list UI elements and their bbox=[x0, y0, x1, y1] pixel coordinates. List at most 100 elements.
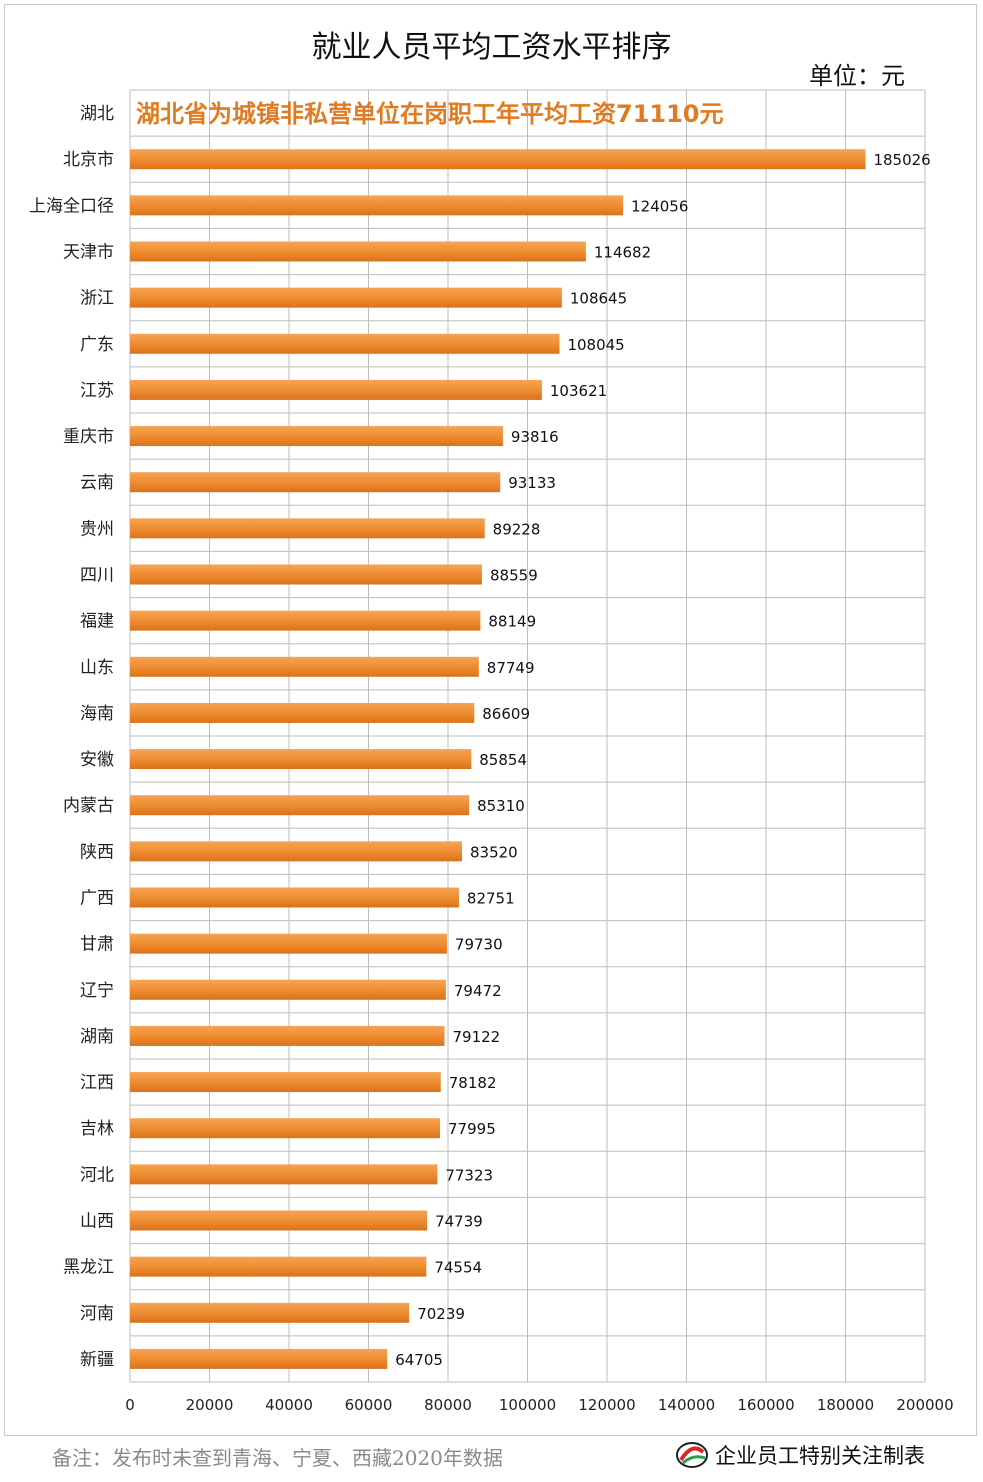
category-label: 新疆 bbox=[80, 1350, 114, 1370]
bar bbox=[130, 1164, 438, 1185]
category-label: 江西 bbox=[80, 1073, 114, 1093]
category-label: 湖北 bbox=[80, 104, 114, 124]
category-label: 安徽 bbox=[80, 750, 114, 770]
bar-value-label: 70239 bbox=[417, 1305, 465, 1323]
bar-value-label: 64705 bbox=[395, 1351, 443, 1369]
bar-value-label: 124056 bbox=[631, 197, 688, 215]
x-tick-label: 180000 bbox=[817, 1396, 874, 1414]
category-label: 四川 bbox=[80, 566, 114, 586]
grid-layer bbox=[129, 89, 926, 1383]
bar bbox=[130, 656, 479, 677]
bar-value-label: 82751 bbox=[467, 890, 515, 908]
bar bbox=[130, 1118, 441, 1139]
chart-title: 就业人员平均工资水平排序 bbox=[311, 30, 672, 65]
category-label: 甘肃 bbox=[80, 935, 114, 955]
bar-value-label: 83520 bbox=[470, 843, 518, 861]
x-tick-label: 200000 bbox=[896, 1396, 953, 1414]
category-label: 江苏 bbox=[80, 381, 114, 401]
category-label: 广东 bbox=[80, 335, 114, 355]
bar-value-label: 88149 bbox=[488, 613, 536, 631]
category-label: 重庆市 bbox=[63, 427, 114, 447]
hubei-annotation: 湖北省为城镇非私营单位在岗职工年平均工资71110元 bbox=[136, 100, 724, 128]
unit-label: 单位：元 bbox=[809, 62, 905, 90]
bar bbox=[130, 426, 503, 447]
bar bbox=[130, 287, 562, 308]
x-tick-label: 40000 bbox=[265, 1396, 313, 1414]
category-label: 贵州 bbox=[80, 519, 114, 539]
bar-value-label: 74739 bbox=[435, 1213, 483, 1231]
bar-value-label: 77323 bbox=[445, 1166, 493, 1184]
bar bbox=[130, 1302, 410, 1323]
x-tick-label: 120000 bbox=[578, 1396, 635, 1414]
category-label: 天津市 bbox=[63, 243, 114, 263]
brand-logo-icon bbox=[676, 1442, 708, 1468]
bar bbox=[130, 149, 866, 170]
bar bbox=[130, 749, 472, 770]
category-label: 广西 bbox=[80, 889, 114, 909]
category-label: 黑龙江 bbox=[63, 1258, 114, 1278]
x-tick-label: 100000 bbox=[499, 1396, 556, 1414]
bar bbox=[130, 333, 560, 354]
category-label: 辽宁 bbox=[80, 981, 114, 1001]
category-label: 云南 bbox=[80, 473, 114, 493]
chart-frame bbox=[4, 4, 977, 1436]
x-tick-label: 160000 bbox=[737, 1396, 794, 1414]
bar-layer bbox=[130, 149, 866, 1369]
category-label: 上海全口径 bbox=[29, 196, 114, 216]
bar bbox=[130, 1072, 441, 1093]
bar-value-label: 114682 bbox=[594, 244, 651, 262]
bar bbox=[130, 1025, 445, 1046]
bar bbox=[130, 564, 483, 585]
bar-value-label: 103621 bbox=[550, 382, 607, 400]
bar-value-label: 74554 bbox=[434, 1259, 482, 1277]
bar-value-label: 78182 bbox=[449, 1074, 497, 1092]
category-label: 北京市 bbox=[63, 150, 114, 170]
label-layer: 0 20000 40000 60000 80000 100000 120000 140000 1… bbox=[29, 104, 954, 1414]
bar bbox=[130, 610, 481, 631]
bar-value-label: 88559 bbox=[490, 567, 538, 585]
bar bbox=[130, 1348, 388, 1369]
category-label: 陕西 bbox=[80, 842, 114, 862]
bar bbox=[130, 702, 475, 723]
bar bbox=[130, 518, 485, 539]
bar-value-label: 85310 bbox=[477, 797, 525, 815]
category-label: 浙江 bbox=[80, 289, 114, 309]
x-tick-label: 0 bbox=[125, 1396, 135, 1414]
footer-brand-text: 企业员工特别关注制表 bbox=[715, 1444, 925, 1468]
bar-value-label: 77995 bbox=[448, 1120, 496, 1138]
bar-value-label: 93816 bbox=[511, 428, 559, 446]
bar bbox=[130, 472, 501, 493]
bar bbox=[130, 841, 462, 862]
bar-value-label: 79472 bbox=[454, 982, 502, 1000]
bar-value-label: 89228 bbox=[493, 520, 541, 538]
category-label: 河南 bbox=[80, 1304, 114, 1324]
category-label: 内蒙古 bbox=[63, 796, 114, 816]
category-label: 山西 bbox=[80, 1212, 114, 1232]
category-label: 湖南 bbox=[80, 1027, 114, 1047]
footer-note: 备注：发布时未查到青海、宁夏、西藏2020年数据 bbox=[52, 1446, 503, 1470]
bar bbox=[130, 241, 586, 262]
bar-value-label: 85854 bbox=[479, 751, 527, 769]
bar-value-label: 79122 bbox=[453, 1028, 501, 1046]
x-tick-label: 140000 bbox=[658, 1396, 715, 1414]
bar-value-label: 87749 bbox=[487, 659, 535, 677]
bar bbox=[130, 979, 446, 1000]
bar-value-label: 108645 bbox=[570, 290, 627, 308]
bar bbox=[130, 379, 542, 400]
bar bbox=[130, 1256, 427, 1277]
category-label: 山东 bbox=[80, 658, 114, 678]
bar-value-label: 86609 bbox=[482, 705, 530, 723]
category-label: 吉林 bbox=[80, 1119, 114, 1139]
footer-brand: 企业员工特别关注制表 bbox=[675, 1440, 925, 1470]
bar-value-label: 108045 bbox=[567, 336, 624, 354]
bar bbox=[130, 795, 470, 816]
category-label: 河北 bbox=[80, 1165, 114, 1185]
bar bbox=[130, 1210, 428, 1231]
bar-value-label: 79730 bbox=[455, 936, 503, 954]
x-tick-label: 20000 bbox=[186, 1396, 234, 1414]
x-tick-label: 60000 bbox=[345, 1396, 393, 1414]
bar bbox=[130, 195, 624, 216]
bar bbox=[130, 933, 447, 954]
category-label: 海南 bbox=[80, 704, 114, 724]
